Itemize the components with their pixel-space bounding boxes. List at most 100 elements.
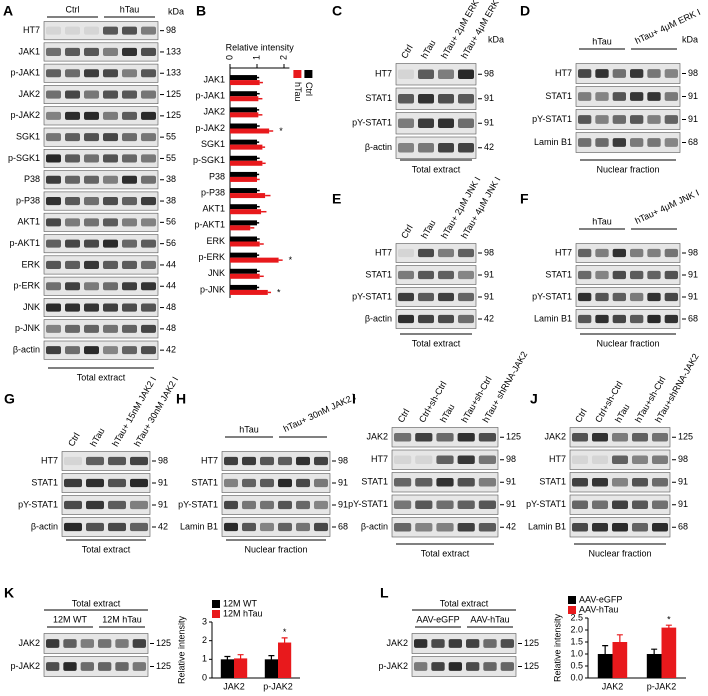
blot-band [108,500,126,510]
blot-band [84,133,99,142]
group-label: hTau+ 30nM JAK2 I [282,392,358,434]
row-label: p-JAK2 [378,661,408,671]
kda-marker: 44 [166,281,176,291]
blot-band [647,292,661,302]
blot-band [612,270,626,280]
blot-strip [575,287,681,307]
blot-strip [575,309,681,329]
blot-strip [411,633,517,654]
bar [661,627,677,678]
row-label: JAK2 [18,89,40,99]
y-tick-label: 0.5 [570,660,583,670]
panel-letter: H [176,391,186,407]
blot-strip [395,287,477,307]
blot-band [632,500,648,510]
row-label: P38 [24,174,40,184]
blot-band [141,218,156,227]
blot-band [65,90,80,99]
blot-strip [61,517,151,537]
blot-band [46,662,60,671]
group-label: hTau [120,4,140,14]
blot-strip [61,451,151,471]
kda-marker: 91 [506,499,516,509]
blot-band [394,477,412,487]
blot-band [595,270,609,280]
row-label: JAK2 [18,638,40,648]
error-bar [651,648,658,659]
blot-band [595,115,609,124]
blot-band [103,282,118,291]
blot-band [98,662,112,671]
blot-band [141,47,156,56]
blot-band [122,197,137,206]
blot-band [141,260,156,269]
blot-band [260,522,274,532]
row-label: β-actin [361,522,388,532]
row-label: JAK2 [386,638,408,648]
blot-band [122,218,137,227]
kda-marker: 125 [506,432,521,442]
blot-band [141,175,156,184]
row-label: pY-STAT1 [352,118,392,128]
y-tick-label: 2 [202,635,207,645]
blot-strip [43,234,159,254]
kda-marker: 91 [678,477,688,487]
bar [278,642,292,678]
blot-band [65,133,80,142]
blot-band [46,175,61,184]
bar [230,252,257,258]
blot-strip [43,191,159,211]
footer: Total extract [421,548,470,558]
bar [230,268,257,274]
blot-band [632,455,648,465]
blot-band [103,324,118,333]
row-label: Lamin B1 [534,137,572,147]
blot-strip [43,170,159,190]
blot-strip [43,255,159,275]
blot-band [141,197,156,206]
blot-strip [575,109,681,130]
blot-band [46,239,61,248]
category-label: AKT1 [202,204,225,214]
kda-marker: 68 [688,137,698,147]
blot-band [84,154,99,163]
bar [230,160,263,166]
blot-band [103,260,118,269]
kda-marker: 98 [484,247,494,257]
significance: * [289,255,293,265]
footer: Total extract [82,544,131,554]
blot-band [478,477,496,487]
blot-band [431,662,445,671]
blot-band [260,500,274,510]
blot-band [224,500,238,510]
blot-band [296,478,310,488]
footer: Total extract [77,372,126,382]
blot-band [46,26,61,35]
blot-band [647,314,661,324]
blot-band [64,456,82,466]
blot-band [103,303,118,312]
blot-band [65,111,80,120]
blot-strip [411,656,517,677]
bar [230,236,257,242]
blot-band [141,111,156,120]
kda-marker: 98 [166,25,176,35]
blot-band [84,282,99,291]
kda-marker: 91 [688,291,698,301]
kda-marker: 125 [524,638,539,648]
blot-band [436,455,454,465]
blot-band [141,154,156,163]
row-label: JAK2 [366,432,388,442]
blot-band [478,432,496,442]
blot-strip [575,86,681,107]
footer: Nuclear fraction [596,338,659,348]
error-bar [602,645,609,663]
significance: * [283,627,287,637]
footer: Nuclear fraction [588,548,651,558]
blot-band [103,111,118,120]
row-label: AKT1 [17,217,40,227]
row-label: JAK2 [544,432,566,442]
category-label: p-P38 [201,187,225,197]
group-label: hTau [592,216,612,226]
blot-band [595,292,609,302]
